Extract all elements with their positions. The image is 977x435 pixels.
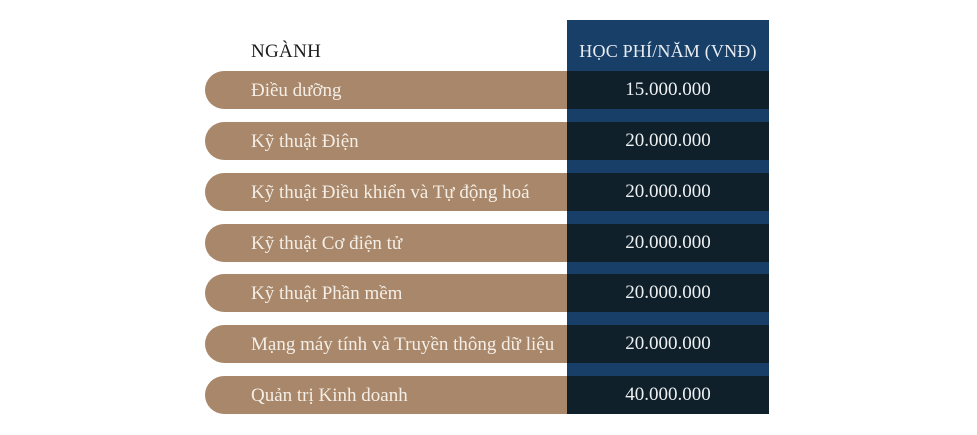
major-cell: Kỹ thuật Điều khiển và Tự động hoá <box>205 173 567 211</box>
major-name: Kỹ thuật Điện <box>251 131 359 152</box>
fee-cell: 20.000.000 <box>567 173 769 211</box>
major-column-header: NGÀNH <box>251 41 322 62</box>
major-name: Điều dưỡng <box>251 80 342 101</box>
table-row: Mạng máy tính và Truyền thông dữ liệu 20.… <box>205 325 769 363</box>
fee-cell: 20.000.000 <box>567 325 769 363</box>
major-cell: Kỹ thuật Phần mềm <box>205 274 567 312</box>
table-row: Kỹ thuật Phần mềm 20.000.000 <box>205 274 769 312</box>
table-row: Kỹ thuật Điện 20.000.000 <box>205 122 769 160</box>
major-cell: Mạng máy tính và Truyền thông dữ liệu <box>205 325 567 363</box>
table-row: Điều dưỡng 15.000.000 <box>205 71 769 109</box>
fee-cell: 20.000.000 <box>567 122 769 160</box>
major-cell: Kỹ thuật Cơ điện tử <box>205 224 567 262</box>
table-row: Kỹ thuật Cơ điện tử 20.000.000 <box>205 224 769 262</box>
major-name: Kỹ thuật Điều khiển và Tự động hoá <box>251 182 530 203</box>
major-name: Kỹ thuật Phần mềm <box>251 283 403 304</box>
fee-cell: 20.000.000 <box>567 274 769 312</box>
major-name: Quản trị Kinh doanh <box>251 385 408 406</box>
fee-cell: 15.000.000 <box>567 71 769 109</box>
major-name: Kỹ thuật Cơ điện tử <box>251 233 403 254</box>
fee-cell: 20.000.000 <box>567 224 769 262</box>
major-cell: Kỹ thuật Điện <box>205 122 567 160</box>
table-row: Quản trị Kinh doanh 40.000.000 <box>205 376 769 414</box>
fee-column-header: HỌC PHÍ/NĂM (VNĐ) <box>579 41 757 61</box>
major-name: Mạng máy tính và Truyền thông dữ liệu <box>251 334 555 355</box>
table-row: Kỹ thuật Điều khiển và Tự động hoá 20.000… <box>205 173 769 211</box>
major-cell: Quản trị Kinh doanh <box>205 376 567 414</box>
fee-cell: 40.000.000 <box>567 376 769 414</box>
major-cell: Điều dưỡng <box>205 71 567 109</box>
